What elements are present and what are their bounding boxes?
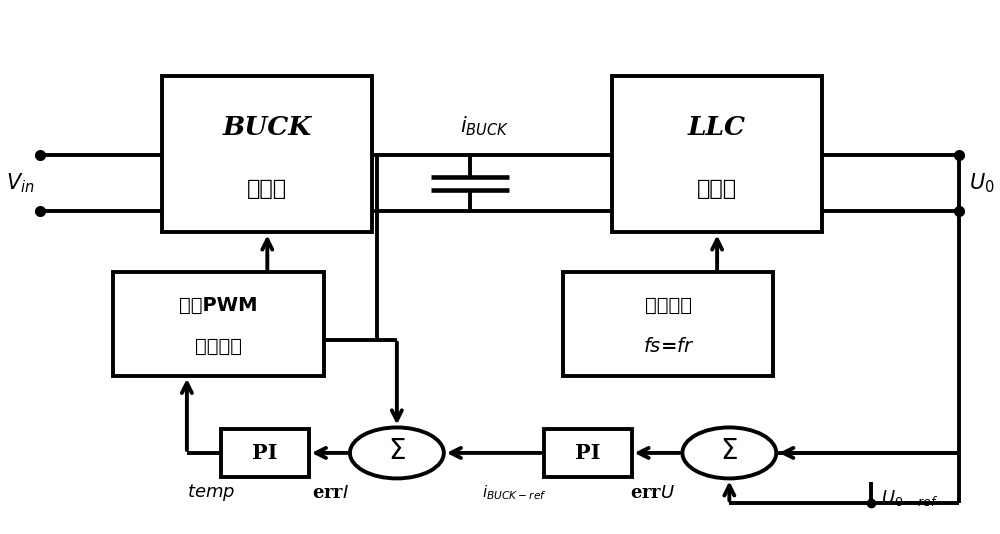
Bar xyxy=(221,429,309,477)
Text: $\Sigma$: $\Sigma$ xyxy=(720,438,738,465)
Text: 开环定频: 开环定频 xyxy=(645,296,692,315)
Bar xyxy=(544,429,632,477)
Text: $\it{i}_{BUCK-ref}$: $\it{i}_{BUCK-ref}$ xyxy=(482,483,547,502)
Bar xyxy=(162,76,372,232)
Bar xyxy=(563,272,773,376)
Bar xyxy=(612,76,822,232)
Text: $\it{U}_0$: $\it{U}_0$ xyxy=(969,171,995,195)
Circle shape xyxy=(350,427,444,478)
Text: 变换器: 变换器 xyxy=(247,178,287,199)
Text: $\Sigma$: $\Sigma$ xyxy=(388,438,406,465)
Text: $\it{U}_{0-ref}$: $\it{U}_{0-ref}$ xyxy=(881,488,939,508)
Text: $\it{V}_{in}$: $\it{V}_{in}$ xyxy=(6,171,35,195)
Text: err$\it{I}$: err$\it{I}$ xyxy=(312,484,349,502)
Circle shape xyxy=(682,427,776,478)
Text: LLC: LLC xyxy=(688,115,746,140)
Text: 定频控制: 定频控制 xyxy=(195,337,242,356)
Text: PI: PI xyxy=(575,443,600,463)
Text: $\it{temp}$: $\it{temp}$ xyxy=(187,482,235,503)
Text: PI: PI xyxy=(252,443,278,463)
Text: err$\it{U}$: err$\it{U}$ xyxy=(630,484,676,502)
Bar xyxy=(113,272,324,376)
Text: 变换器: 变换器 xyxy=(697,178,737,199)
Text: $\it{i}_{BUCK}$: $\it{i}_{BUCK}$ xyxy=(460,114,510,138)
Text: $\it{fs}$=$\it{fr}$: $\it{fs}$=$\it{fr}$ xyxy=(643,337,694,356)
Text: BUCK: BUCK xyxy=(223,115,312,140)
Text: 闭环PWM: 闭环PWM xyxy=(179,296,258,315)
